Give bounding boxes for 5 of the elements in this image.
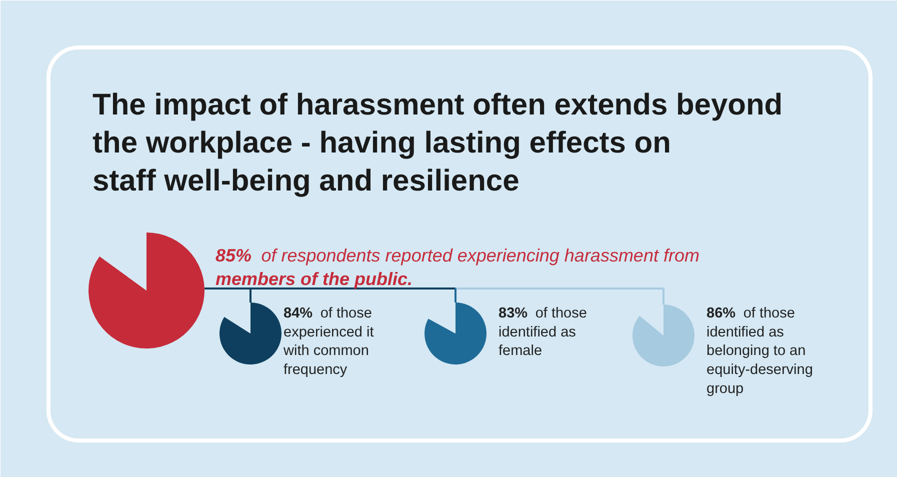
text: 86% of those identified as belonging to an equity-deserving group (706, 306, 813, 397)
text: 83% of those identified as female (498, 306, 587, 360)
text: 85% of respondents reported experiencing harassment from members of the public. (216, 246, 700, 289)
text: 84% of those experienced it with common frequency (282, 306, 374, 378)
text: The impact of harassment often extends beyond the workplace - having lasting effects on staff well-being and resilience (92, 88, 783, 198)
